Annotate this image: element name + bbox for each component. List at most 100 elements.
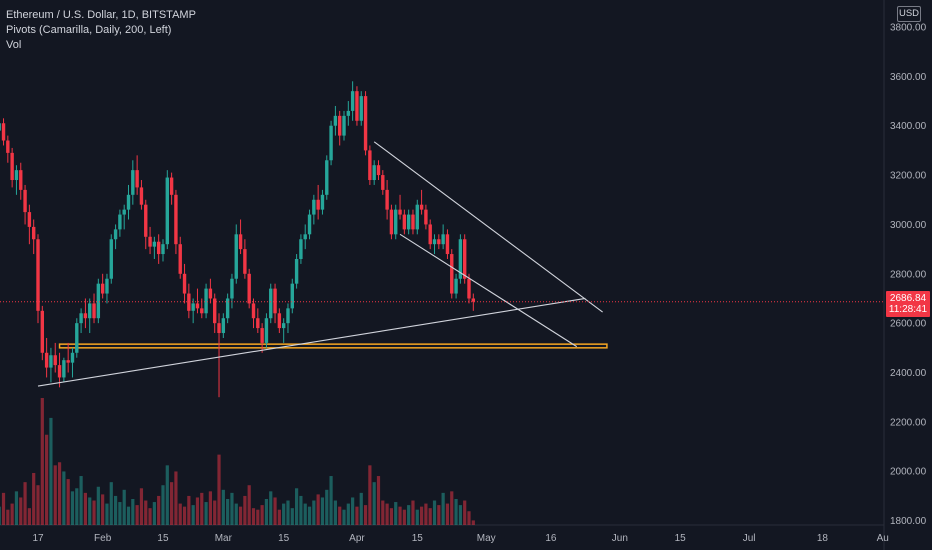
candle-body [307, 214, 312, 235]
volume-bar [312, 500, 316, 525]
y-tick-label: 3400.00 [890, 121, 927, 132]
candle-body [49, 355, 53, 368]
candle-body [394, 209, 398, 235]
volume-bar [320, 497, 325, 525]
candle-body [316, 199, 320, 210]
volume-bar [79, 476, 83, 525]
volume-bar [113, 495, 118, 525]
volume-bar [195, 497, 200, 525]
candle-body [66, 360, 70, 363]
x-tick-label: 15 [157, 533, 169, 544]
candle-body [406, 214, 411, 230]
volume-bar [251, 508, 256, 525]
volume-bar [148, 508, 152, 525]
volume-bar [299, 495, 303, 525]
volume-bar [256, 509, 260, 525]
candle-body [234, 234, 238, 279]
candle-body [40, 310, 45, 353]
candle-body [131, 170, 135, 195]
candle-body [437, 239, 441, 245]
candle-body [230, 278, 234, 299]
volume-bar [40, 398, 44, 525]
candle-body [23, 189, 27, 213]
y-tick-label: 3000.00 [890, 220, 927, 231]
volume-bar [45, 434, 49, 525]
volume-bar [230, 492, 234, 525]
volume-bar [1, 492, 6, 525]
candle-body [372, 165, 376, 181]
volume-bar [325, 489, 329, 525]
volume-bar [213, 500, 217, 525]
volume-bar [178, 503, 182, 525]
candle-body [118, 214, 122, 230]
candle-body [269, 288, 273, 319]
volume-bar [92, 500, 96, 525]
candle-body [156, 241, 161, 255]
trendline [399, 233, 578, 348]
candle-body [75, 323, 79, 353]
volume-bar [376, 476, 381, 525]
current-price-value: 2686.84 [889, 293, 927, 304]
volume-bar [83, 492, 88, 525]
volume-bar [295, 488, 299, 525]
candle-body [273, 288, 277, 314]
y-tick-label: 1800.00 [890, 516, 927, 527]
candle-body [88, 303, 92, 319]
currency-badge[interactable]: USD [897, 6, 921, 22]
candle-body [217, 323, 221, 334]
candle-body [462, 239, 467, 279]
x-tick-label: 16 [545, 533, 557, 544]
current-price-tag: 2686.84 11:28:41 [886, 291, 930, 317]
volume-bar [131, 498, 135, 525]
candle-body [152, 241, 157, 247]
volume-bar [372, 482, 376, 525]
volume-bar [139, 488, 144, 525]
volume-bar [307, 506, 312, 525]
volume-bar [53, 465, 57, 525]
trendline [37, 297, 586, 387]
volume-bar [381, 500, 385, 525]
volume-bar [62, 471, 66, 525]
candle-body [105, 278, 109, 294]
candle-body [1, 123, 6, 141]
x-tick-label: 18 [817, 533, 829, 544]
symbol-title[interactable]: Ethereum / U.S. Dollar, 1D, BITSTAMP [6, 9, 196, 21]
volume-bar [49, 417, 53, 525]
candle-body [96, 283, 101, 319]
candle-body [148, 236, 152, 247]
y-tick-label: 2800.00 [890, 269, 927, 280]
volume-bar [471, 520, 475, 525]
volume-indicator-label[interactable]: Vol [6, 39, 22, 51]
candle-body [57, 365, 62, 378]
y-tick-label: 2400.00 [890, 368, 927, 379]
volume-bar [144, 500, 148, 525]
volume-bar [264, 498, 269, 525]
volume-bar [57, 462, 62, 525]
volume-bar [204, 502, 208, 525]
candle-body [182, 273, 187, 294]
pivots-indicator-label[interactable]: Pivots (Camarilla, Daily, 200, Left) [6, 24, 172, 36]
volume-bar [437, 505, 441, 525]
volume-bar [221, 489, 225, 525]
candle-body [445, 234, 450, 255]
candle-body [204, 288, 208, 314]
volume-bar [208, 491, 212, 525]
x-tick-label: May [477, 533, 496, 544]
volume-bar [165, 465, 169, 525]
volume-bar [96, 486, 100, 525]
x-tick-label: Apr [349, 533, 365, 544]
volume-bar [126, 506, 131, 525]
candle-body [79, 313, 83, 324]
volume-bar [182, 506, 187, 525]
candle-body [243, 249, 247, 274]
candle-body [376, 165, 381, 176]
candle-body [165, 177, 169, 245]
candle-body [208, 288, 213, 299]
volume-bar [109, 482, 113, 525]
volume-bar [247, 485, 251, 525]
volume-bar [234, 503, 238, 525]
x-tick-label: 15 [675, 533, 687, 544]
volume-bar [170, 482, 174, 525]
candle-body [381, 175, 385, 190]
